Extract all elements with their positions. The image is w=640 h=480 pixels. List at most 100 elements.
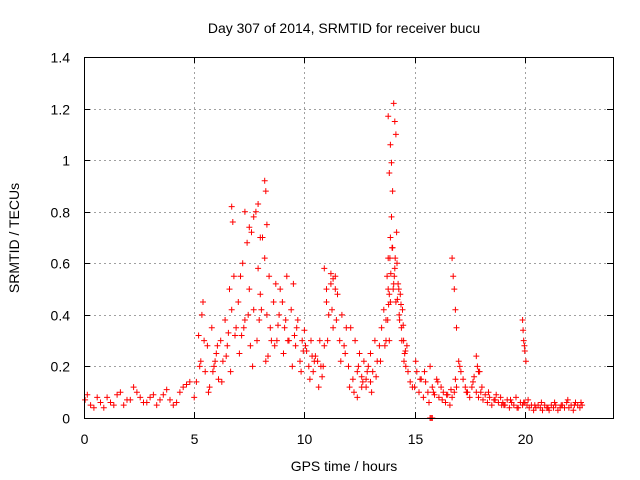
y-tick-label: 0.4: [51, 308, 71, 324]
data-point: [267, 324, 274, 331]
data-point: [225, 329, 232, 336]
data-point: [449, 255, 456, 262]
data-point: [323, 299, 330, 305]
data-point: [545, 404, 551, 411]
data-point: [276, 311, 283, 318]
data-point: [520, 327, 527, 334]
data-point: [468, 384, 475, 391]
data-point: [107, 399, 114, 406]
chart-title: Day 307 of 2014, SRMTID for receiver buc…: [208, 20, 480, 36]
data-point: [214, 342, 221, 349]
data-point: [222, 317, 229, 323]
data-point: [239, 260, 246, 267]
data-point: [301, 327, 308, 334]
data-point: [395, 286, 402, 293]
data-point: [271, 342, 278, 349]
plot-frame: [84, 57, 614, 419]
data-point: [473, 353, 480, 360]
data-point: [378, 324, 385, 331]
data-point: [263, 311, 270, 318]
data-point: [311, 358, 318, 365]
data-point: [90, 404, 97, 411]
data-point: [281, 324, 288, 331]
data-point: [384, 273, 391, 280]
y-tick-label: 1.2: [51, 102, 71, 118]
data-point: [153, 402, 160, 409]
data-point: [297, 358, 303, 365]
data-point: [456, 363, 463, 370]
data-point: [277, 286, 284, 293]
data-point: [257, 234, 264, 241]
data-point: [284, 337, 291, 344]
data-point: [321, 342, 328, 349]
data-point: [383, 337, 389, 344]
data-point: [398, 337, 405, 344]
data-point: [475, 394, 482, 401]
data-point: [452, 376, 459, 383]
data-point: [193, 378, 200, 385]
data-point: [208, 324, 215, 331]
data-point: [291, 332, 298, 339]
data-point: [462, 384, 469, 391]
data-point: [236, 350, 243, 357]
data-point: [334, 291, 341, 298]
x-tick-label: 20: [518, 431, 534, 447]
data-point: [255, 265, 262, 272]
data-point: [455, 358, 462, 365]
data-points-layer: [82, 100, 586, 421]
data-point: [147, 394, 154, 401]
data-point: [488, 402, 495, 409]
data-point: [439, 396, 446, 403]
data-point: [401, 358, 407, 365]
data-point: [500, 402, 507, 409]
data-point: [402, 348, 409, 354]
data-point: [347, 324, 354, 331]
data-point: [150, 391, 157, 398]
data-point: [411, 384, 418, 391]
data-point: [279, 299, 286, 305]
data-point: [402, 363, 409, 370]
data-point: [308, 337, 314, 344]
data-point: [506, 404, 513, 411]
data-point: [87, 402, 94, 409]
data-point: [346, 384, 353, 391]
y-tick-label: 1: [62, 153, 70, 169]
data-point: [427, 363, 434, 370]
data-point: [204, 342, 211, 349]
data-point: [450, 273, 457, 280]
data-point: [484, 399, 491, 406]
data-point: [227, 368, 234, 375]
x-tick-label: 10: [297, 431, 313, 447]
data-point: [330, 275, 337, 282]
data-point: [228, 306, 235, 313]
data-point: [100, 404, 107, 411]
data-point: [395, 280, 402, 287]
data-point: [173, 399, 180, 406]
data-point: [302, 342, 309, 349]
data-point: [424, 389, 431, 396]
data-point: [389, 188, 396, 195]
data-point: [365, 363, 372, 370]
data-point: [290, 280, 297, 287]
y-axis-label: SRMTID / TECUs: [6, 183, 22, 293]
data-point: [571, 402, 578, 409]
data-point: [539, 407, 546, 414]
data-point: [261, 177, 268, 184]
data-point: [446, 402, 453, 409]
data-point: [273, 337, 280, 344]
data-point: [337, 358, 344, 365]
data-point: [420, 394, 427, 401]
data-point: [389, 244, 396, 251]
data-point: [316, 337, 323, 344]
data-point: [305, 363, 312, 370]
data-point: [485, 389, 492, 396]
data-point: [226, 286, 233, 293]
data-point: [197, 358, 204, 365]
grid-layer: [84, 57, 613, 418]
data-point: [261, 255, 268, 262]
data-point: [497, 394, 504, 401]
data-point: [254, 337, 260, 344]
data-point: [97, 399, 104, 406]
data-point: [358, 373, 365, 380]
data-point: [385, 301, 392, 308]
